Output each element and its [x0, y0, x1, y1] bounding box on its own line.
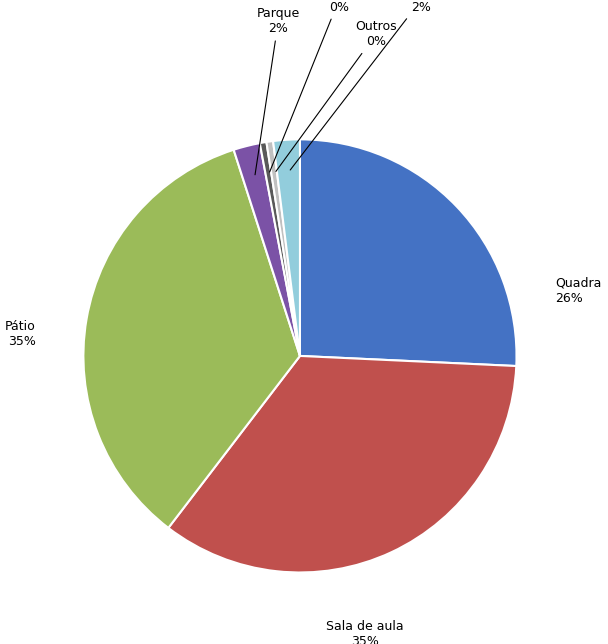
Text: Sala de aula
35%: Sala de aula 35% — [326, 620, 404, 644]
Text: Quadra
26%: Quadra 26% — [556, 277, 602, 305]
Wedge shape — [273, 139, 300, 356]
Wedge shape — [233, 143, 300, 356]
Text: Outros
0%: Outros 0% — [276, 21, 396, 171]
Wedge shape — [168, 356, 516, 573]
Text: Parque
2%: Parque 2% — [255, 8, 300, 175]
Text: Campo
0%: Campo 0% — [270, 0, 361, 172]
Wedge shape — [83, 150, 300, 528]
Wedge shape — [266, 141, 300, 356]
Wedge shape — [260, 142, 300, 356]
Text: Pátio
35%: Pátio 35% — [5, 320, 36, 348]
Wedge shape — [300, 139, 517, 366]
Text: Abstenção
2%: Abstenção 2% — [290, 0, 454, 170]
